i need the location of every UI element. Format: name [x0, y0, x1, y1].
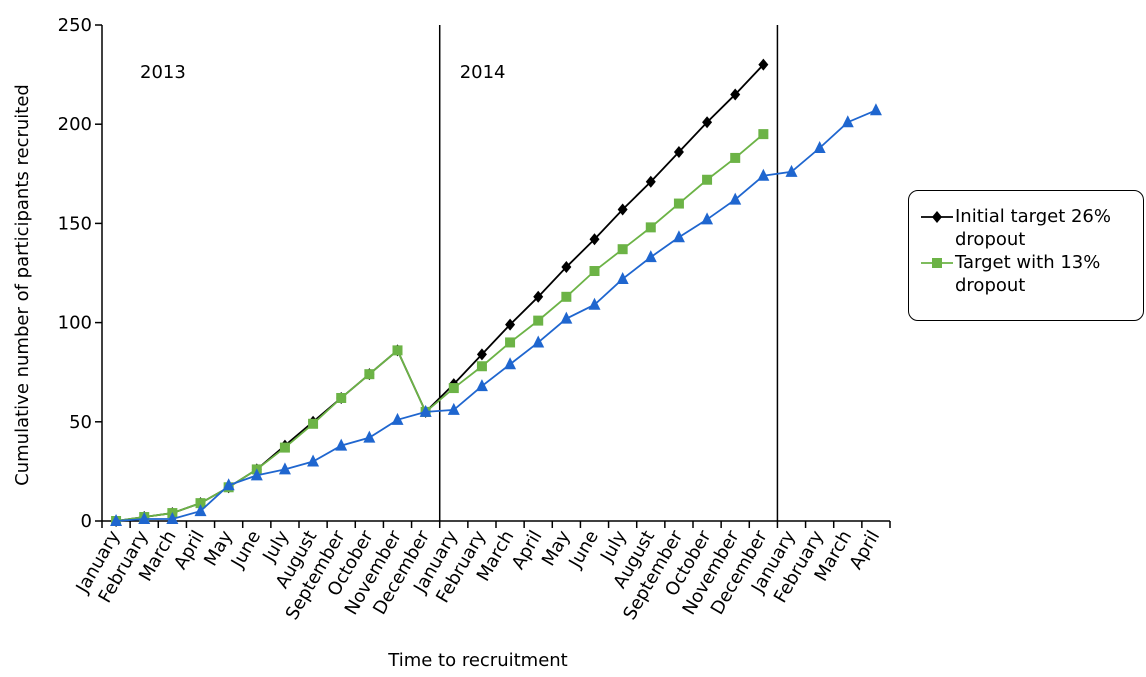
point	[533, 315, 544, 326]
point	[336, 392, 347, 403]
legend-label: Target with 13% dropout	[955, 252, 1101, 296]
point	[702, 174, 713, 185]
point	[195, 498, 206, 509]
point	[617, 244, 628, 255]
legend: Initial target 26% dropout Target with 13…	[908, 190, 1144, 321]
point	[730, 88, 741, 101]
point	[194, 504, 207, 517]
x-tick-label: April	[845, 527, 884, 573]
point	[278, 462, 291, 475]
point	[758, 58, 769, 71]
point	[110, 514, 123, 526]
y-tick-label: 250	[58, 15, 92, 36]
y-tick-label: 200	[58, 114, 92, 135]
legend-label: Initial target 26% dropout	[955, 206, 1111, 250]
point	[504, 357, 517, 370]
point	[308, 418, 319, 429]
point	[419, 404, 432, 417]
point	[673, 145, 684, 158]
y-tick-label: 100	[58, 313, 92, 334]
point	[561, 261, 572, 274]
point	[588, 297, 601, 310]
x-tick-label: April	[508, 527, 547, 573]
point	[307, 454, 320, 467]
point	[841, 115, 854, 128]
point	[758, 129, 769, 140]
year-label: 2014	[460, 62, 506, 83]
point	[505, 318, 516, 331]
point	[138, 512, 151, 525]
y-tick-label: 0	[81, 511, 92, 532]
point	[785, 164, 798, 177]
point	[363, 430, 376, 443]
point	[673, 198, 684, 209]
point	[532, 335, 545, 348]
legend-entry: Target with 13% dropout	[919, 251, 1135, 297]
x-tick-label: June	[565, 527, 603, 572]
point	[729, 192, 742, 205]
point	[645, 222, 656, 233]
point	[279, 442, 290, 453]
point	[250, 468, 263, 481]
point	[533, 290, 544, 303]
point	[560, 311, 573, 324]
point	[166, 512, 179, 525]
point	[616, 271, 629, 284]
legend-marker	[932, 258, 942, 268]
y-axis-title: Cumulative number of participants recrui…	[12, 84, 33, 486]
point	[589, 266, 600, 277]
point	[448, 383, 459, 394]
legend-entry: Initial target 26% dropout	[919, 205, 1135, 251]
point	[869, 103, 882, 116]
point	[391, 412, 404, 425]
x-tick-label: April	[170, 527, 209, 573]
year-label: 2013	[140, 62, 186, 83]
point	[730, 152, 741, 163]
y-tick-label: 150	[58, 213, 92, 234]
point	[505, 337, 516, 348]
point	[475, 379, 488, 392]
point	[335, 438, 348, 451]
x-axis-title: Time to recruitment	[387, 650, 567, 671]
point	[702, 116, 713, 129]
point	[447, 402, 460, 415]
point	[589, 233, 600, 246]
y-tick-label: 50	[69, 412, 92, 433]
legend-marker	[932, 211, 942, 223]
point	[644, 250, 657, 263]
legend-swatch	[921, 258, 953, 268]
point	[476, 361, 487, 372]
legend-swatch	[921, 211, 953, 223]
x-tick-label: June	[227, 527, 265, 572]
point	[392, 345, 403, 356]
point	[672, 230, 685, 243]
point	[645, 175, 656, 188]
point	[813, 141, 826, 154]
point	[617, 203, 628, 216]
point	[701, 212, 714, 225]
point	[364, 369, 375, 380]
point	[222, 478, 235, 491]
point	[561, 291, 572, 302]
series-line	[116, 109, 877, 522]
point	[476, 348, 487, 361]
point	[757, 168, 770, 181]
